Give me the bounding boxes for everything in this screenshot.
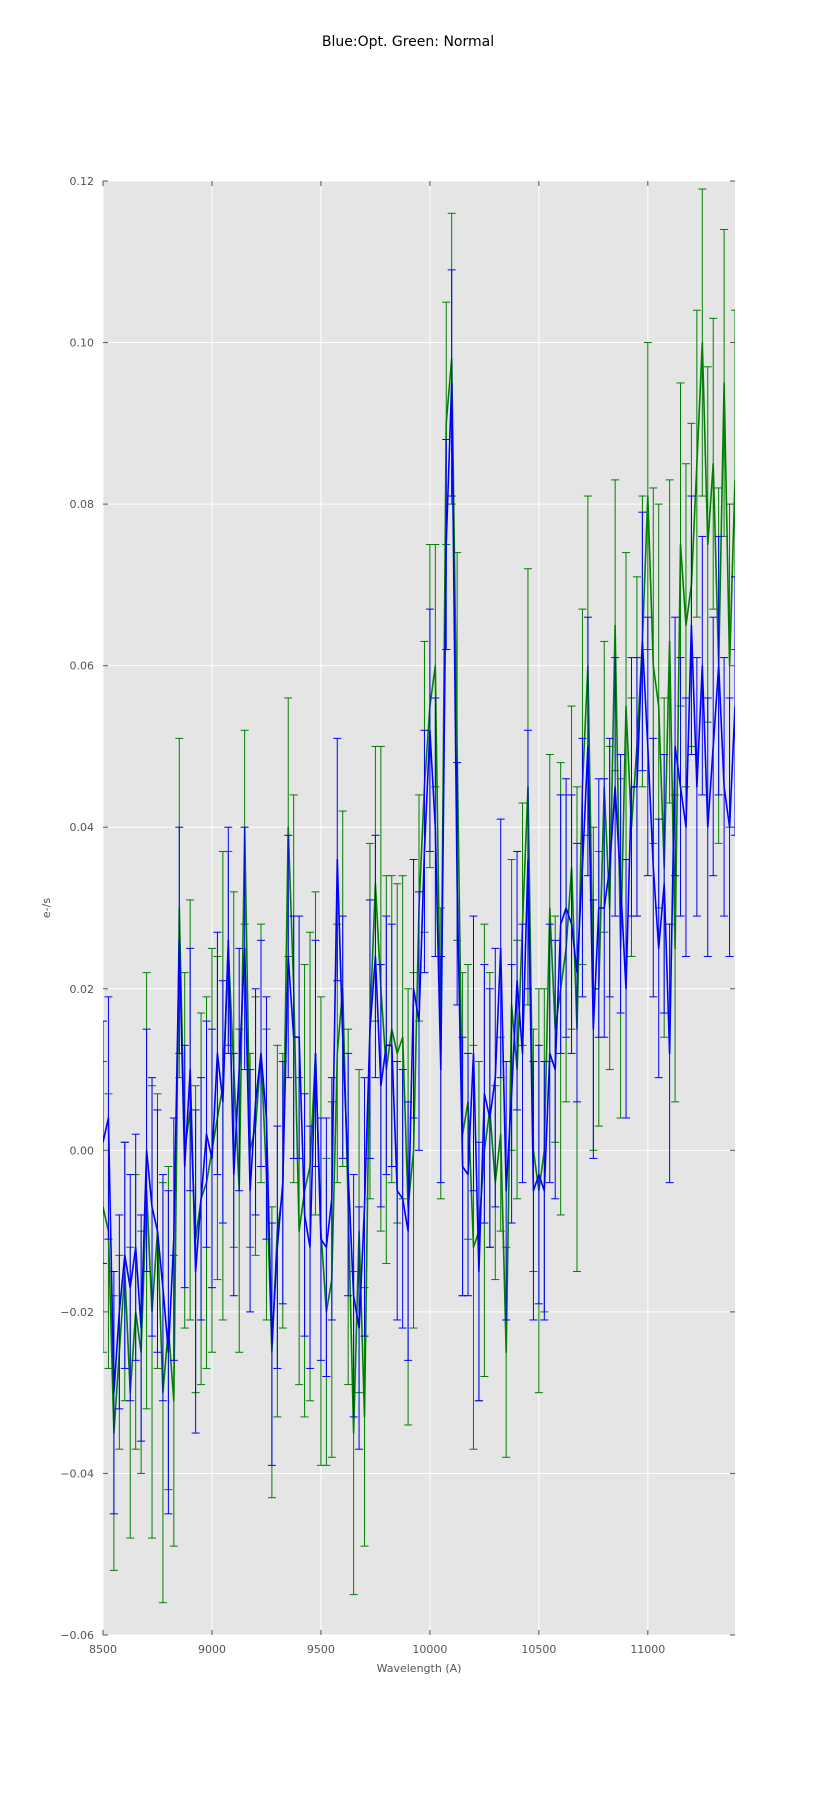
y-tick-label: 0.10 xyxy=(70,337,95,350)
x-tick-label: 10000 xyxy=(412,1643,447,1656)
y-tick-label: −0.04 xyxy=(60,1467,94,1480)
y-tick-label: 0.02 xyxy=(70,983,95,996)
chart-title: Blue:Opt. Green: Normal xyxy=(322,34,494,50)
series-layer xyxy=(103,188,735,1604)
y-tick-label: 0.06 xyxy=(70,660,95,673)
y-tick-label: 0.04 xyxy=(70,821,95,834)
series-1 xyxy=(103,269,735,1515)
series-line xyxy=(103,382,735,1394)
y-tick-label: −0.06 xyxy=(60,1629,94,1642)
x-tick-label: 9500 xyxy=(307,1643,335,1656)
axis-ticks: 8500 9000 9500 10000 10500 11000 −0.06 −0.04 −0.… xyxy=(60,175,735,1656)
y-tick-label: −0.02 xyxy=(60,1306,94,1319)
x-tick-label: 8500 xyxy=(89,1643,117,1656)
y-axis-label: e-/s xyxy=(40,898,53,918)
x-tick-label: 10500 xyxy=(521,1643,556,1656)
x-tick-label: 9000 xyxy=(198,1643,226,1656)
x-tick-label: 11000 xyxy=(630,1643,665,1656)
y-tick-label: 0.00 xyxy=(70,1144,95,1157)
y-tick-label: 0.08 xyxy=(70,498,95,511)
y-tick-label: 0.12 xyxy=(70,175,95,188)
x-axis-label: Wavelength (A) xyxy=(377,1662,462,1675)
